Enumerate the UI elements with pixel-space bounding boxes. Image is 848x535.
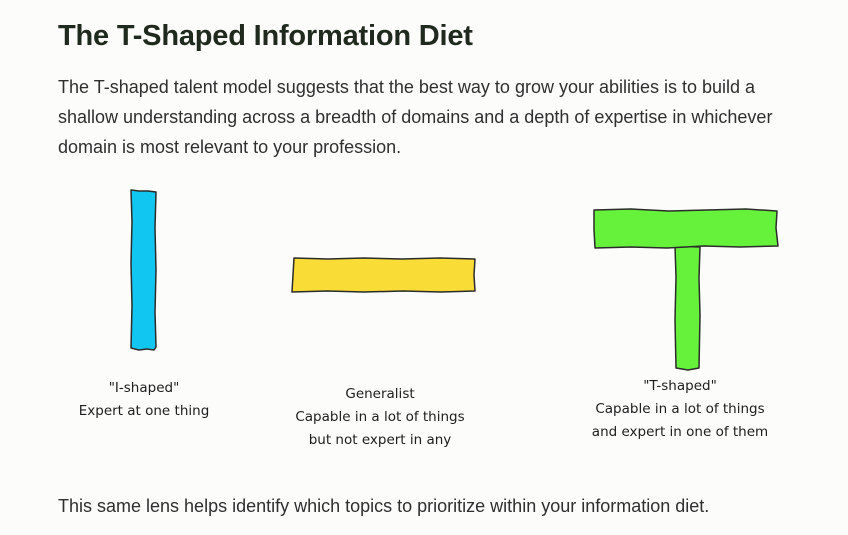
generalist-bar (291, 257, 476, 293)
generalist-caption: Generalist Capable in a lot of things bu… (280, 383, 480, 452)
i-shaped-title: "I-shaped" (108, 380, 180, 396)
t-shaped-diagram: "I-shaped" Expert at one thing Generalis… (58, 174, 818, 466)
t-shape-stem (674, 245, 701, 371)
article: The T-Shaped Information Diet The T-shap… (58, 0, 818, 535)
page-title: The T-Shaped Information Diet (58, 20, 473, 52)
i-shape-bar (130, 189, 157, 351)
generalist-description-line-1: Capable in a lot of things (295, 409, 465, 425)
intro-paragraph: The T-shaped talent model suggests that … (58, 77, 773, 157)
t-shaped-title: "T-shaped" (643, 378, 717, 394)
generalist-title: Generalist (345, 386, 415, 402)
t-shaped-caption: "T-shaped" Capable in a lot of things an… (580, 375, 780, 444)
generalist-description-line-2: but not expert in any (308, 432, 452, 448)
diagram-shapes (130, 189, 779, 371)
i-shaped-caption: "I-shaped" Expert at one thing (59, 377, 229, 423)
t-shaped-description-line-1: Capable in a lot of things (595, 401, 765, 417)
i-shaped-description: Expert at one thing (78, 403, 210, 419)
t-shape-top-bar (593, 208, 779, 249)
t-shaped-description-line-2: and expert in one of them (591, 424, 769, 440)
outro-paragraph: This same lens helps identify which topi… (58, 496, 710, 516)
